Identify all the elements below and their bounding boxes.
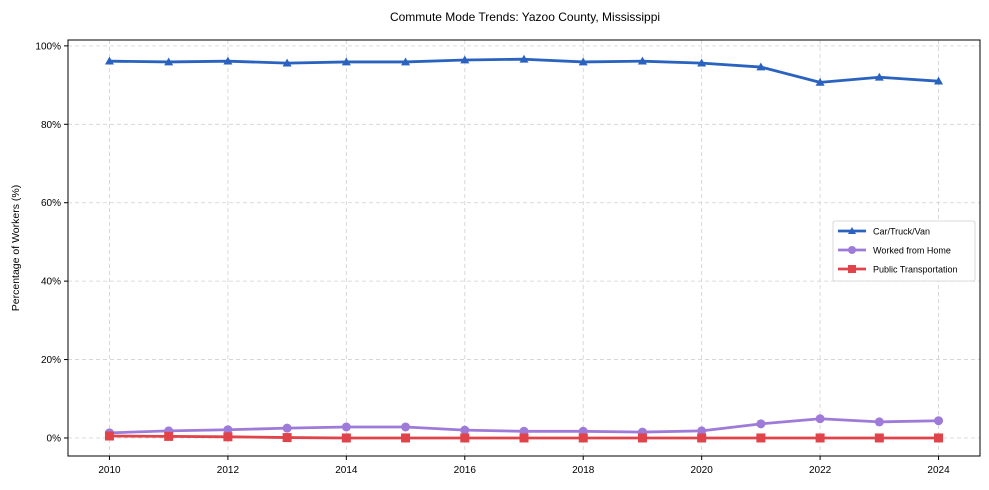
series-line (109, 57, 939, 84)
circle-marker (697, 426, 707, 436)
triangle-marker (519, 54, 529, 63)
legend-label: Public Transportation (873, 265, 958, 275)
circle-marker (341, 422, 351, 432)
square-marker (578, 433, 588, 443)
plot-area-frame (67, 39, 981, 457)
triangle-marker (164, 57, 174, 66)
square-marker (164, 431, 174, 441)
triangle-marker (874, 72, 884, 81)
square-marker (341, 433, 351, 443)
series-lines (104, 54, 944, 443)
chart-title: Commute Mode Trends: Yazoo County, Missi… (390, 10, 660, 24)
square-marker (815, 433, 825, 443)
x-tick-label: 2010 (98, 465, 121, 476)
x-tick-label: 2014 (335, 465, 358, 476)
square-marker (756, 433, 766, 443)
legend-label: Worked from Home (873, 246, 951, 256)
triangle-marker (223, 56, 233, 65)
y-tick-label: 0% (47, 433, 62, 444)
y-axis: 0% 20% 40% 60% 80% 100% (35, 41, 68, 444)
square-marker (401, 433, 411, 443)
x-axis: 2010 2012 2014 2016 2018 2020 2022 2024 (98, 456, 950, 476)
y-tick-label: 80% (41, 120, 61, 131)
square-marker (934, 433, 944, 443)
circle-marker (874, 417, 884, 427)
circle-marker (460, 425, 470, 435)
legend-label: Car/Truck/Van (873, 227, 930, 237)
triangle-marker (756, 62, 766, 71)
circle-marker (815, 414, 825, 424)
legend-item: Car/Truck/Van (838, 227, 930, 237)
square-marker (874, 433, 884, 443)
series-public-transportation (104, 431, 944, 443)
y-tick-label: 20% (41, 355, 61, 366)
square-marker (104, 431, 114, 441)
legend-item: Worked from Home (838, 246, 951, 256)
circle-marker (756, 419, 766, 429)
x-tick-label: 2016 (454, 465, 477, 476)
circle-marker (848, 246, 856, 254)
square-marker (697, 433, 707, 443)
square-marker (637, 433, 647, 443)
square-marker (848, 265, 856, 273)
x-tick-label: 2024 (927, 465, 950, 476)
square-marker (460, 433, 470, 443)
triangle-marker (341, 57, 351, 66)
y-tick-label: 40% (41, 277, 61, 288)
triangle-marker (282, 58, 292, 67)
square-marker (282, 433, 292, 443)
circle-marker (934, 416, 944, 426)
legend: Car/Truck/Van Worked from Home Public Tran… (832, 220, 976, 282)
y-tick-label: 100% (35, 41, 61, 52)
triangle-marker (401, 57, 411, 66)
triangle-marker (637, 56, 647, 65)
triangle-marker (578, 57, 588, 66)
triangle-marker (815, 77, 825, 86)
square-marker (223, 432, 233, 442)
square-marker (519, 433, 529, 443)
triangle-marker (934, 76, 944, 85)
y-tick-label: 60% (41, 198, 61, 209)
circle-marker (401, 422, 411, 432)
legend-box (832, 220, 976, 282)
triangle-marker (460, 55, 470, 64)
triangle-marker (848, 227, 856, 234)
series-car-truck-van (104, 54, 944, 86)
triangle-marker (104, 56, 114, 65)
x-tick-label: 2018 (572, 465, 595, 476)
circle-marker (282, 423, 292, 433)
x-tick-label: 2020 (691, 465, 714, 476)
grid-lines (68, 40, 980, 456)
y-axis-label: Percentage of Workers (%) (10, 185, 22, 311)
x-tick-label: 2012 (217, 465, 240, 476)
triangle-marker (697, 58, 707, 67)
legend-item: Public Transportation (838, 265, 958, 275)
circle-marker (223, 425, 233, 435)
x-tick-label: 2022 (809, 465, 832, 476)
